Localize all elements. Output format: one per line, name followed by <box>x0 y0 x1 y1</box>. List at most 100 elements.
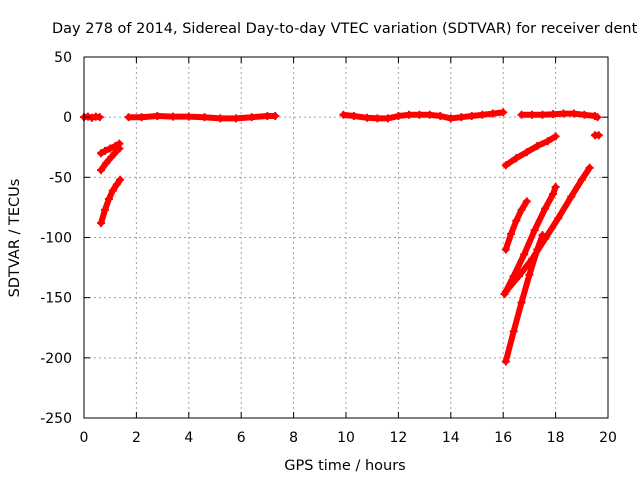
data-point <box>115 144 124 153</box>
series-8 <box>501 197 531 254</box>
chart-title: Day 278 of 2014, Sidereal Day-to-day VTE… <box>52 21 638 37</box>
data-point <box>112 180 121 189</box>
data-point <box>512 216 521 225</box>
data-point <box>569 109 578 118</box>
data-point <box>501 161 510 170</box>
data-point <box>509 327 518 336</box>
data-point <box>97 219 106 228</box>
x-tick-label: 4 <box>184 430 193 446</box>
y-tick-label: 50 <box>54 50 72 66</box>
data-point <box>83 112 92 121</box>
series-12 <box>590 131 603 140</box>
x-tick-label: 14 <box>442 430 460 446</box>
data-point <box>517 298 526 307</box>
series-7 <box>501 132 560 170</box>
data-point <box>425 110 434 119</box>
data-point <box>436 111 445 120</box>
data-point <box>415 110 424 119</box>
data-point <box>533 142 542 151</box>
data-point <box>446 114 455 123</box>
data-point <box>100 146 109 155</box>
x-axis-label: GPS time / hours <box>284 458 405 474</box>
series-9 <box>500 182 560 299</box>
x-tick-label: 2 <box>132 430 141 446</box>
x-tick-label: 8 <box>289 430 298 446</box>
data-point <box>514 272 523 281</box>
data-point <box>522 197 531 206</box>
x-tick-label: 18 <box>547 430 565 446</box>
data-point <box>231 114 240 123</box>
data-point <box>467 111 476 120</box>
data-point <box>507 229 516 238</box>
data-point <box>394 111 403 120</box>
data-point <box>104 194 113 203</box>
x-tick-label: 16 <box>494 430 512 446</box>
data-point <box>247 113 256 122</box>
data-point <box>200 113 209 122</box>
data-point <box>501 357 510 366</box>
data-point <box>551 182 560 191</box>
data-point <box>263 111 272 120</box>
x-tick-label: 20 <box>599 430 617 446</box>
data-point <box>559 109 568 118</box>
series-4 <box>97 139 124 158</box>
data-point <box>478 110 487 119</box>
data-point <box>184 112 193 121</box>
y-tick-label: -250 <box>40 411 72 427</box>
data-point <box>106 144 115 153</box>
data-point <box>153 111 162 120</box>
x-tick-label: 10 <box>337 430 355 446</box>
data-point <box>383 114 392 123</box>
data-point <box>528 255 537 264</box>
data-point <box>541 234 550 243</box>
data-point <box>349 111 358 120</box>
data-point <box>271 111 280 120</box>
series-11 <box>501 163 594 296</box>
data-point <box>548 110 557 119</box>
data-point <box>530 226 539 235</box>
data-point <box>137 113 146 122</box>
data-point <box>499 108 508 117</box>
data-point <box>517 205 526 214</box>
axis-ticks: 0 2 4 6 8 10 12 14 16 18 20 -250 -200 -150 -100 -50 0 50 <box>40 50 617 446</box>
data-point <box>512 154 521 163</box>
data-point <box>95 113 104 122</box>
data-point <box>593 113 602 122</box>
series-6 <box>97 175 125 228</box>
series-track <box>502 198 530 253</box>
data-point <box>520 250 529 259</box>
y-tick-label: 0 <box>63 110 72 126</box>
data-point <box>216 114 225 123</box>
data-point <box>528 110 537 119</box>
data-point <box>594 131 603 140</box>
series-track <box>340 109 507 122</box>
data-point <box>577 175 586 184</box>
data-point <box>107 152 116 161</box>
data-point <box>501 245 510 254</box>
data-point <box>404 110 413 119</box>
series-1 <box>124 111 280 123</box>
data-point <box>554 214 563 223</box>
data-point <box>580 110 589 119</box>
series-2 <box>339 108 508 123</box>
data-point <box>538 110 547 119</box>
data-point <box>108 186 117 195</box>
data-points <box>80 108 603 366</box>
y-tick-label: -150 <box>40 291 72 307</box>
data-point <box>87 113 96 122</box>
data-point <box>373 114 382 123</box>
data-point <box>100 205 109 214</box>
data-point <box>362 113 371 122</box>
data-point <box>124 113 133 122</box>
series-5 <box>97 144 124 175</box>
data-point <box>567 192 576 201</box>
y-axis-label: SDTVAR / TECUs <box>7 179 23 298</box>
data-point <box>97 166 106 175</box>
data-point <box>522 148 531 157</box>
series-3 <box>517 109 602 122</box>
data-point <box>116 175 125 184</box>
x-tick-label: 6 <box>237 430 246 446</box>
data-point <box>543 137 552 146</box>
y-tick-label: -100 <box>40 231 72 247</box>
